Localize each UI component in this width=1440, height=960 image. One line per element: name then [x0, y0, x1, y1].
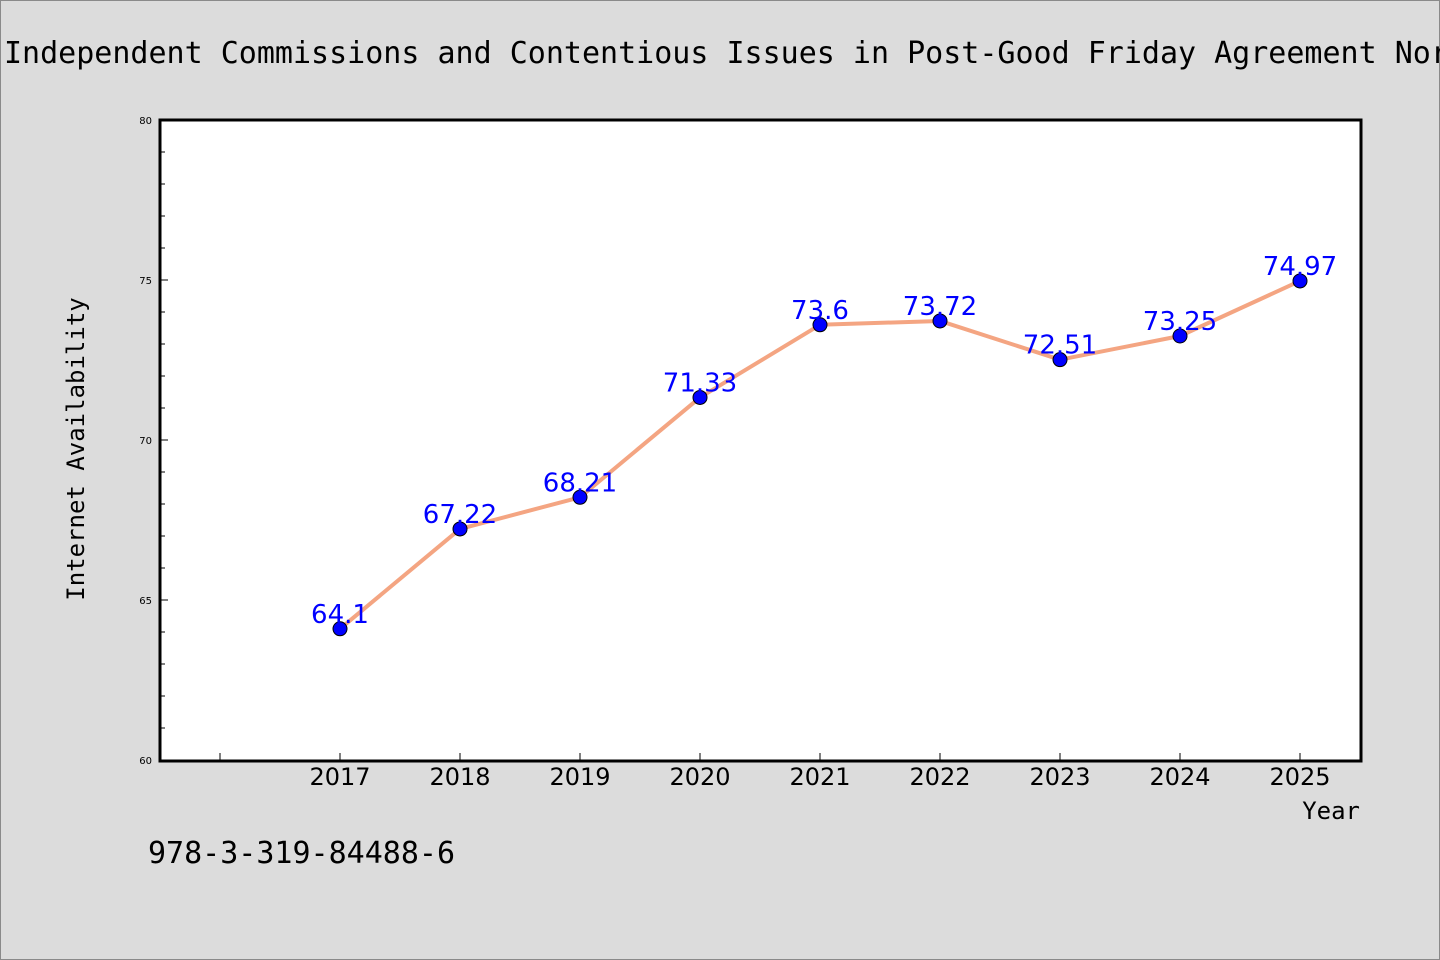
- plot-area: [158, 118, 1363, 763]
- data-label: 72.51: [1023, 331, 1097, 361]
- x-tick-label: 2020: [669, 763, 730, 791]
- data-label: 73.72: [903, 292, 977, 322]
- chart-title: Independent Commissions and Contentious …: [4, 36, 1440, 71]
- data-label: 73.25: [1143, 307, 1217, 337]
- y-axis-ticks: 60 65 70 75 80: [139, 116, 168, 767]
- data-label: 67.22: [423, 500, 497, 530]
- data-point: [1052, 352, 1068, 368]
- data-markers: [332, 273, 1308, 637]
- y-axis-label: Internet Availability: [62, 297, 90, 600]
- data-point: [932, 313, 948, 329]
- x-tick-label: 2025: [1269, 763, 1330, 791]
- data-label: 71.33: [663, 368, 737, 398]
- x-tick-label: 2021: [789, 763, 850, 791]
- data-point: [332, 621, 348, 637]
- x-tick-label: 2024: [1149, 763, 1210, 791]
- data-label: 68.21: [543, 468, 617, 498]
- y-tick-label: 60: [139, 756, 152, 767]
- data-label: 73.6: [791, 296, 849, 326]
- x-tick-label: 2022: [909, 763, 970, 791]
- x-axis-ticks: 2017 2018 2019 2020 2021 2022 2023 2024 2025: [219, 753, 1331, 791]
- x-tick-label: 2018: [429, 763, 490, 791]
- data-point: [572, 489, 588, 505]
- y-tick-label: 80: [139, 116, 152, 127]
- data-labels: 64.1 67.22 68.21 71.33 73.6 73.72 72.51 73.25 74…: [311, 252, 1337, 630]
- data-point: [1292, 273, 1308, 289]
- x-tick-label: 2019: [549, 763, 610, 791]
- isbn-text: 978-3-319-84488-6: [148, 836, 456, 871]
- y-tick-label: 75: [139, 276, 152, 287]
- data-point: [1172, 328, 1188, 344]
- x-tick-label: 2017: [309, 763, 370, 791]
- data-point: [452, 521, 468, 537]
- data-point: [692, 389, 708, 405]
- y-tick-label: 65: [139, 596, 152, 607]
- data-point: [812, 317, 828, 333]
- x-axis-label: Year: [1302, 797, 1360, 825]
- y-tick-label: 70: [139, 436, 152, 447]
- data-label: 74.97: [1263, 252, 1337, 282]
- x-tick-label: 2023: [1029, 763, 1090, 791]
- data-label: 64.1: [311, 600, 369, 630]
